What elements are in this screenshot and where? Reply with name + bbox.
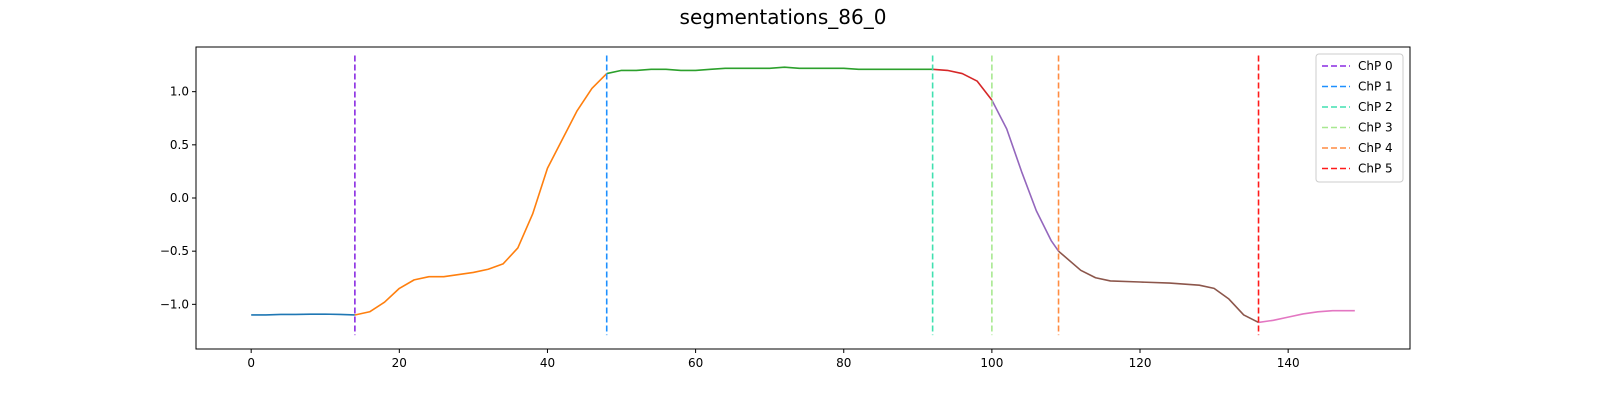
legend-label-1: ChP 1	[1358, 80, 1393, 94]
y-tick-label: −1.0	[160, 297, 189, 311]
y-tick-label: −0.5	[160, 244, 189, 258]
y-tick-label: 0.0	[170, 191, 189, 205]
series-segment-1	[354, 73, 608, 316]
legend-box	[1315, 53, 1404, 183]
x-tick-label: 60	[688, 356, 703, 370]
x-tick-label: 20	[392, 356, 407, 370]
changepoint-lines	[354, 55, 1260, 336]
axis-ticks: 0 20 40 60 80 100 120 140 −1.0 −0.5 0.0 0.5 1.0	[160, 85, 1300, 370]
series-segment-5	[1058, 250, 1259, 324]
x-tick-label: 120	[1129, 356, 1152, 370]
x-tick-label: 80	[836, 356, 851, 370]
legend-label-4: ChP 4	[1358, 141, 1393, 155]
series-segment-3	[932, 68, 993, 101]
y-tick-label: 0.5	[170, 138, 189, 152]
legend-label-2: ChP 2	[1358, 100, 1393, 114]
x-tick-label: 0	[247, 356, 255, 370]
series-segment-6	[1258, 309, 1355, 324]
x-tick-label: 100	[980, 356, 1003, 370]
chart-title: segmentations_86_0	[680, 5, 887, 29]
legend-label-3: ChP 3	[1358, 121, 1393, 135]
legend-label-5: ChP 5	[1358, 162, 1393, 176]
plot-area-frame	[195, 46, 1411, 350]
x-tick-label: 40	[540, 356, 555, 370]
series-segment-2	[606, 66, 933, 75]
y-tick-label: 1.0	[170, 85, 189, 99]
series-segment-4	[991, 99, 1060, 252]
series-segment-0	[251, 313, 355, 316]
legend: ChP 0 ChP 1 ChP 2 ChP 3 ChP 4 ChP 5	[1315, 53, 1404, 183]
x-tick-label: 140	[1277, 356, 1300, 370]
legend-label-0: ChP 0	[1358, 59, 1393, 73]
data-series	[251, 66, 1355, 324]
